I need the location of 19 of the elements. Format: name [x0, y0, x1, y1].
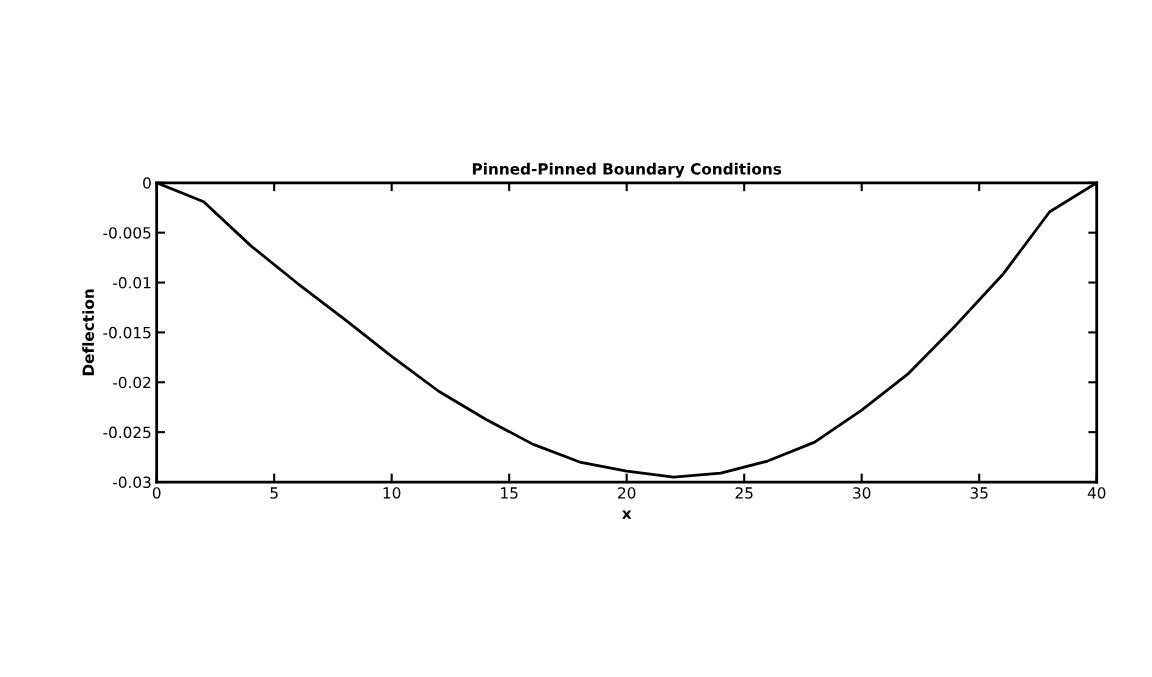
x-tick-label: 10 [383, 487, 401, 499]
x-tick-label: 20 [618, 487, 636, 499]
x-tick-label: 15 [501, 487, 518, 499]
x-tick-label: 30 [853, 487, 871, 499]
y-tick-label: -0.015 [103, 326, 151, 339]
y-tick-label: 0 [143, 177, 151, 189]
x-tick-label: 40 [1087, 487, 1106, 499]
y-tick-label: -0.03 [113, 476, 151, 489]
x-axis-title: x [621, 510, 632, 519]
y-tick-label: -0.025 [103, 426, 151, 439]
x-tick-label: 35 [970, 487, 988, 499]
y-tick-label: -0.02 [113, 376, 151, 389]
y-axis-title: Deflection [82, 289, 95, 376]
x-tick-label: 5 [270, 487, 278, 499]
x-tick-label: 25 [735, 487, 753, 499]
x-tick-label: 0 [152, 487, 161, 499]
y-tick-label: -0.005 [103, 227, 151, 239]
y-tick-label: -0.01 [113, 277, 151, 289]
chart-title: Pinned-Pinned Boundary Conditions [472, 162, 782, 178]
